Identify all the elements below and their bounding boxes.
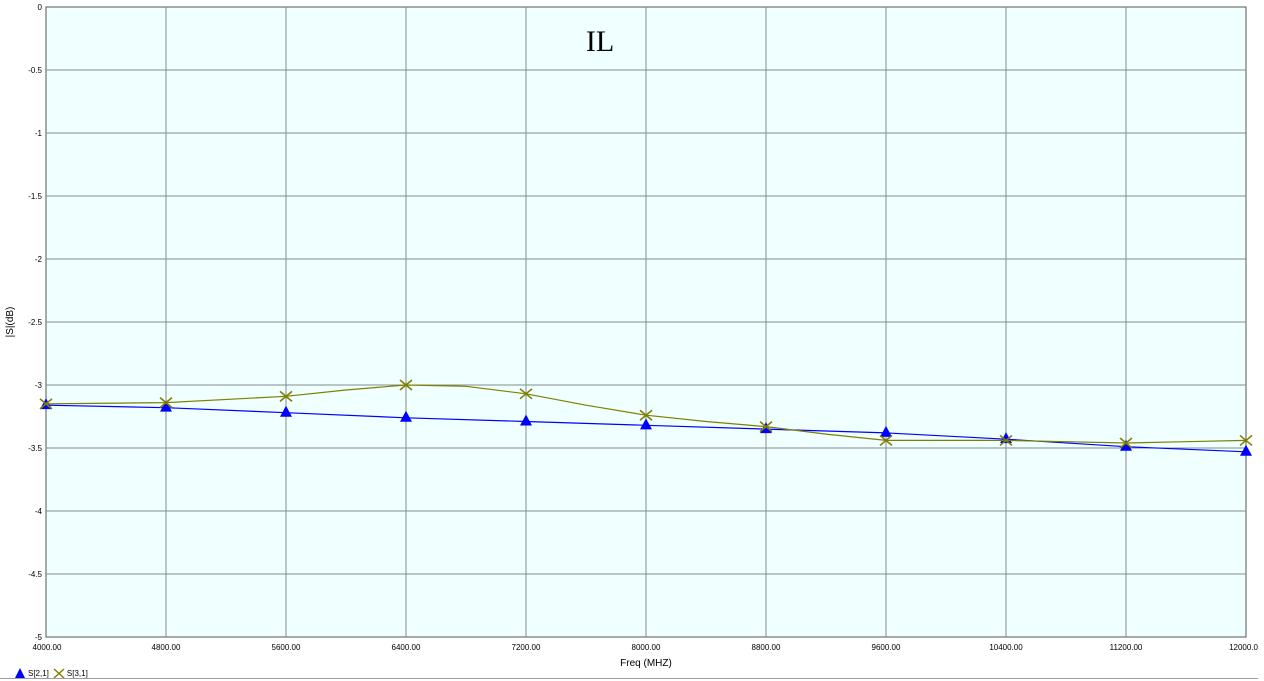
data-point-triangle (520, 414, 532, 426)
data-point-x (759, 420, 773, 433)
x-tick-label: 4800.00 (152, 643, 181, 652)
series-group (39, 379, 1253, 456)
y-axis-ticks: 0 -0.5 -1 -1.5 -2 -2.5 -3 -3.5 -4 -4.5 -5 (28, 3, 42, 642)
y-tick-label: -3.5 (28, 444, 42, 453)
x-tick-label: 4000.00 (33, 643, 62, 652)
data-point-triangle (400, 410, 412, 422)
grid (46, 7, 1246, 637)
x-tick-label: 12000.0 (1229, 643, 1258, 652)
y-tick-label: -4.5 (28, 570, 42, 579)
legend-item-s21: S[2,1] (14, 667, 49, 679)
chart-title: IL (586, 25, 614, 58)
data-point-triangle (1120, 439, 1132, 451)
x-tick-label: 8000.00 (632, 643, 661, 652)
legend-label-s31: S[3,1] (66, 668, 88, 678)
data-point-x (639, 409, 653, 421)
x-axis-label: Freq (MHZ) (620, 658, 672, 669)
x-tick-label: 10400.00 (989, 643, 1023, 652)
y-tick-label: -1.5 (28, 192, 42, 201)
data-point-triangle (160, 400, 172, 412)
x-tick-label: 11200.00 (1110, 643, 1143, 652)
x-tick-label: 7200.00 (512, 643, 541, 652)
y-tick-label: 0 (38, 3, 43, 12)
data-point-x (1119, 437, 1133, 449)
data-point-x (999, 434, 1013, 447)
y-axis-label: |S|(dB) (5, 307, 16, 338)
y-tick-label: -5 (35, 633, 43, 642)
data-point-x (279, 390, 293, 402)
x-tick-label: 9600.00 (872, 643, 901, 652)
data-point-triangle (280, 405, 292, 417)
data-point-x (879, 434, 893, 447)
y-tick-label: -3 (35, 381, 43, 390)
x-tick-label: 5600.00 (272, 643, 301, 652)
y-tick-label: -2 (35, 255, 43, 264)
y-tick-label: -0.5 (28, 66, 42, 75)
y-tick-label: -2.5 (28, 318, 42, 327)
data-point-x (399, 379, 413, 391)
series-line-2 (45, 384, 1247, 444)
data-point-x (159, 397, 173, 409)
x-marker-icon (53, 668, 65, 679)
legend-label-s21: S[2,1] (28, 668, 49, 678)
legend-item-s31: S[3,1] (53, 667, 88, 679)
x-axis-ticks: 4000.00 4800.00 5600.00 6400.00 7200.00 8000.… (33, 643, 1259, 652)
x-tick-label: 8800.00 (752, 643, 781, 652)
data-point-triangle (1240, 444, 1252, 456)
data-point-triangle (640, 418, 652, 430)
triangle-marker-icon (15, 668, 25, 678)
x-tick-label: 6400.00 (392, 643, 421, 652)
footer-divider (0, 678, 1258, 679)
y-tick-label: -4 (35, 507, 43, 516)
data-point-triangle (880, 425, 892, 437)
data-point-x (1239, 434, 1253, 447)
data-point-x (519, 388, 533, 400)
legend: S[2,1] S[3,1] (14, 667, 88, 679)
data-point-x (39, 398, 53, 410)
y-tick-label: -1 (35, 129, 43, 138)
